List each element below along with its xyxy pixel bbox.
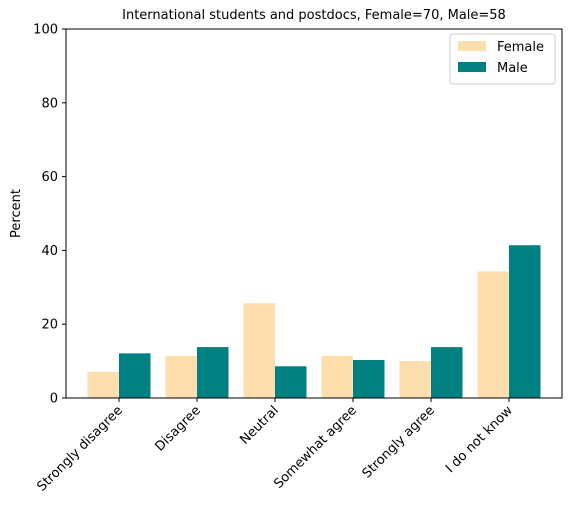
- bar-male-3: [275, 366, 307, 398]
- x-tick-label: Somewhat agree: [271, 403, 360, 492]
- bar-female-3: [243, 303, 275, 398]
- y-axis: 0 20 40 60 80 100: [33, 23, 66, 407]
- x-tick-label: I do not know: [443, 403, 516, 476]
- bar-male-4: [353, 359, 385, 398]
- y-tick-label: 20: [41, 318, 58, 333]
- plot-frame: [65, 28, 563, 399]
- chart-title: International students and postdocs, Fem…: [122, 8, 506, 23]
- legend-label-male: Male: [497, 61, 528, 76]
- legend-swatch-female: [458, 41, 486, 51]
- legend-swatch-male: [458, 62, 486, 72]
- bar-female-1: [87, 371, 119, 398]
- y-tick-label: 40: [41, 244, 58, 259]
- y-tick-label: 60: [41, 170, 58, 185]
- bar-male-6: [509, 245, 541, 398]
- bar-female-6: [477, 271, 509, 398]
- y-tick-label: 80: [41, 96, 58, 111]
- bar-male-2: [197, 347, 229, 398]
- bar-female-2: [165, 355, 197, 398]
- x-tick-label: Disagree: [152, 403, 203, 454]
- legend-label-female: Female: [497, 40, 544, 55]
- legend: Female Male: [449, 33, 556, 85]
- y-tick-label: 0: [50, 392, 58, 407]
- y-axis-label: Percent: [9, 189, 24, 238]
- x-tick-label: Strongly agree: [360, 403, 438, 481]
- bar-female-4: [321, 355, 353, 398]
- y-tick-label: 100: [33, 23, 58, 38]
- bar-male-5: [431, 347, 463, 398]
- x-tick-label: Strongly disagree: [34, 403, 125, 494]
- bars-group: [87, 245, 541, 398]
- bar-female-5: [399, 361, 431, 398]
- x-axis: Strongly disagree Disagree NeutralSomewhat…: [34, 398, 516, 495]
- bar-male-1: [119, 353, 151, 398]
- x-tick-label: Neutral: [237, 403, 282, 448]
